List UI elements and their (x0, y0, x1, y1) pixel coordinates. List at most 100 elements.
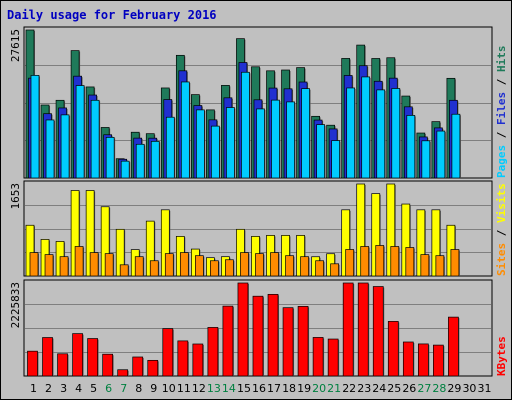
kbytes-bar (402, 341, 414, 377)
day-label: 7 (120, 382, 127, 395)
sites-bar (29, 252, 39, 277)
legend-label: / (495, 72, 508, 92)
kbytes-bar (72, 333, 83, 377)
kbytes-bar (433, 344, 444, 377)
day-label: 9 (150, 382, 157, 395)
day-label: 22 (342, 382, 356, 395)
pages-bar (105, 137, 115, 179)
kbytes-bar (448, 316, 459, 377)
day-label: 23 (357, 382, 371, 395)
legend-labels: Sites / Visits (495, 183, 508, 276)
sites-bar (270, 252, 279, 277)
kbytes-bar (282, 307, 294, 377)
kbytes-bar (312, 337, 324, 377)
day-label: 28 (432, 382, 446, 395)
day-label: 29 (447, 382, 461, 395)
kbytes-bar (417, 343, 429, 377)
sites-bar (164, 253, 174, 277)
kbytes-bar (357, 282, 369, 377)
day-label: 27 (417, 382, 431, 395)
kbytes-bar (327, 338, 339, 377)
pages-bar (90, 99, 100, 179)
sites-bar (59, 256, 69, 277)
sites-bar (210, 260, 219, 277)
sites-bar (360, 246, 370, 277)
sites-bar (300, 256, 309, 277)
kbytes-bar (387, 321, 399, 377)
pages-bar (376, 89, 386, 179)
kbytes-bar (27, 350, 38, 377)
pages-bar (150, 140, 160, 179)
day-label: 13 (207, 382, 221, 395)
kbytes-bar (42, 337, 53, 377)
kbytes-bar (177, 340, 189, 377)
pages-bar (436, 130, 446, 179)
day-label: 15 (237, 382, 251, 395)
sites-bar (435, 255, 445, 277)
day-label: 11 (177, 382, 191, 395)
pages-bar (346, 87, 356, 179)
pages-bar (286, 101, 295, 179)
pages-bar (120, 160, 130, 179)
max-value-label: 2225833 (9, 282, 22, 328)
legend-label: / (495, 223, 508, 243)
kbytes-bar (297, 306, 309, 377)
day-label: 6 (105, 382, 112, 395)
sites-bar (74, 246, 84, 277)
pages-bar (331, 140, 340, 179)
day-label: 2 (45, 382, 52, 395)
legend-label: Pages (495, 145, 508, 178)
sites-bar (179, 252, 189, 277)
pages-bar (316, 124, 325, 179)
kbytes-bar (222, 305, 234, 377)
kbytes-bar (117, 369, 129, 377)
pages-bar (30, 75, 40, 179)
sites-bar (89, 252, 99, 277)
pages-bar (226, 107, 235, 179)
legend-label: Files (495, 92, 508, 125)
legend-label: / (495, 125, 508, 145)
sites-bar (285, 255, 294, 277)
pages-bar (75, 85, 85, 179)
pages-bar (180, 81, 190, 179)
pages-bar (211, 125, 220, 179)
sites-bar (44, 254, 54, 277)
legend-labels: KBytes (495, 336, 508, 376)
day-label: 16 (252, 382, 266, 395)
day-label: 12 (192, 382, 206, 395)
day-label: 25 (387, 382, 401, 395)
day-label: 20 (312, 382, 326, 395)
day-label: 30 (462, 382, 476, 395)
pages-bar (451, 113, 461, 179)
day-label: 14 (222, 382, 236, 395)
sites-bar (390, 246, 400, 277)
legend-labels: Pages / Files / Hits (495, 46, 508, 179)
sites-bar (225, 259, 234, 277)
pages-bar (271, 99, 280, 179)
day-label: 4 (75, 382, 82, 395)
sites-bar (104, 253, 114, 277)
kbytes-bar (252, 295, 264, 377)
pages-bar (196, 109, 205, 179)
sites-bar (255, 253, 264, 277)
kbytes-bar (102, 353, 114, 377)
kbytes-bar (342, 282, 354, 377)
pages-bar (301, 88, 310, 179)
pages-bar (421, 140, 431, 179)
kbytes-bar (192, 343, 204, 377)
sites-bar (345, 249, 355, 277)
day-label: 5 (90, 382, 97, 395)
day-label: 3 (60, 382, 67, 395)
day-label: 31 (477, 382, 491, 395)
chart-title: Daily usage for February 2016 (7, 8, 217, 22)
sites-bar (330, 263, 339, 277)
legend-label: Hits (495, 46, 508, 73)
legend-label: KBytes (495, 336, 508, 376)
day-label: 26 (402, 382, 416, 395)
day-label: 19 (297, 382, 311, 395)
sites-bar (420, 254, 430, 277)
legend-label: Sites (495, 243, 508, 276)
day-label: 8 (135, 382, 142, 395)
pages-bar (391, 88, 401, 179)
